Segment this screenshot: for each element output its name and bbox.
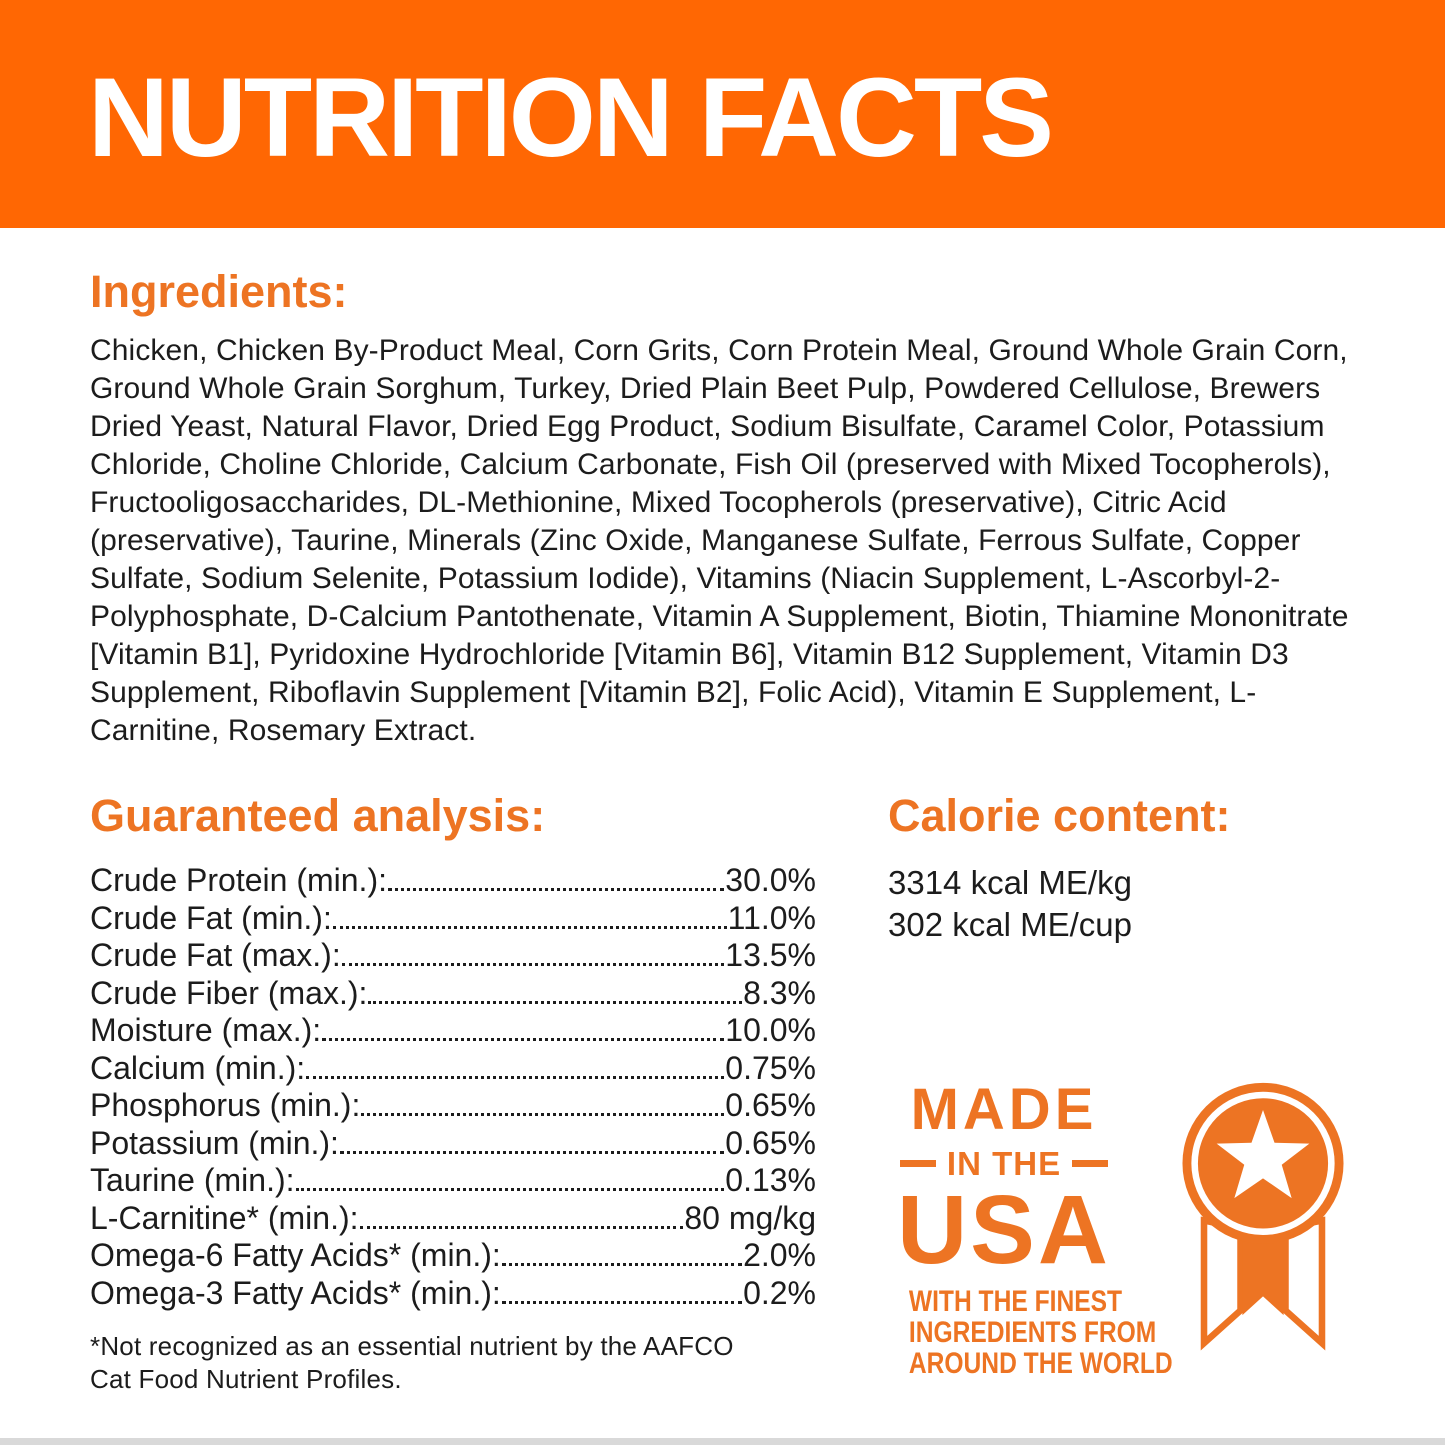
dot-leader <box>387 888 725 891</box>
ribbon-center <box>1242 1231 1284 1316</box>
analysis-value: 8.3% <box>743 974 816 1011</box>
analysis-label: Crude Protein (min.): <box>90 862 387 898</box>
analysis-label: Potassium (min.): <box>90 1124 339 1161</box>
analysis-row: Phosphorus (min.): 0.65% <box>90 1087 816 1125</box>
ingredients-text: Chicken, Chicken By-Product Meal, Corn G… <box>90 334 1349 747</box>
dash-right <box>1072 1160 1109 1167</box>
analysis-label: L-Carnitine* (min.): <box>90 1199 359 1236</box>
made-in-usa-text: MADE IN THE USA WITH THE FINEST INGREDIE… <box>888 1077 1173 1381</box>
ingredients-heading: Ingredients: <box>90 266 348 317</box>
analysis-label: Moisture (max.): <box>90 1012 322 1048</box>
label-content: Ingredients: Chicken, Chicken By-Product… <box>0 266 1445 1396</box>
badge-usa-label: USA <box>897 1175 1111 1284</box>
analysis-label: Calcium (min.): <box>90 1049 306 1086</box>
badge-made-label: MADE <box>910 1077 1098 1142</box>
calorie-lines: 3314 kcal ME/kg 302 kcal ME/cup <box>888 862 1366 946</box>
dash-left <box>899 1160 936 1167</box>
badge-subtext: WITH THE FINEST INGREDIENTS FROM AROUND … <box>888 1285 1173 1381</box>
analysis-label: Taurine (min.): <box>90 1162 295 1198</box>
page-title: NUTRITION FACTS <box>88 54 1054 180</box>
badge-subtext-line: INGREDIENTS FROM <box>908 1316 1157 1350</box>
analysis-label: Crude Fat (min.): <box>90 899 332 936</box>
bottom-edge-strip <box>0 1438 1445 1445</box>
dot-leader <box>332 925 727 929</box>
calorie-content-heading: Calorie content: <box>888 790 1231 841</box>
dot-leader <box>295 1188 725 1191</box>
analysis-value: 13.5% <box>725 937 816 973</box>
analysis-row: Crude Fat (min.): 11.0% <box>90 900 816 938</box>
dot-leader <box>306 1075 725 1079</box>
badge-subtext-line: AROUND THE WORLD <box>908 1347 1173 1381</box>
analysis-value: 0.75% <box>725 1049 816 1086</box>
guaranteed-analysis-heading: Guaranteed analysis: <box>90 790 546 841</box>
analysis-value: 30.0% <box>725 862 816 898</box>
dot-leader <box>501 1263 743 1266</box>
dot-leader <box>341 963 725 966</box>
analysis-row: Omega-3 Fatty Acids* (min.): 0.2% <box>90 1275 816 1313</box>
analysis-label: Omega-6 Fatty Acids* (min.): <box>90 1237 501 1273</box>
analysis-label: Crude Fiber (max.): <box>90 974 368 1011</box>
analysis-value: 80 mg/kg <box>684 1199 816 1236</box>
calorie-content-section: Calorie content: 3314 kcal ME/kg 302 kca… <box>816 790 1366 1396</box>
analysis-row: Potassium (min.): 0.65% <box>90 1125 816 1163</box>
dot-leader <box>339 1150 725 1154</box>
analysis-row: Crude Fiber (max.): 8.3% <box>90 975 816 1013</box>
dot-leader <box>361 1113 725 1116</box>
badge-subtext-line: WITH THE FINEST <box>908 1285 1123 1319</box>
analysis-value: 2.0% <box>743 1237 816 1273</box>
analysis-label: Omega-3 Fatty Acids* (min.): <box>90 1274 501 1311</box>
analysis-row: Taurine (min.): 0.13% <box>90 1162 816 1200</box>
lower-columns: Guaranteed analysis: Crude Protein (min.… <box>90 790 1355 1396</box>
analysis-value: 0.13% <box>725 1162 816 1198</box>
star-icon <box>1216 1110 1310 1199</box>
calorie-line-kg: 3314 kcal ME/kg <box>888 864 1132 901</box>
analysis-label: Phosphorus (min.): <box>90 1087 361 1123</box>
award-ribbon-icon <box>1182 1082 1344 1351</box>
dot-leader <box>359 1225 684 1229</box>
analysis-row: Moisture (max.): 10.0% <box>90 1012 816 1050</box>
analysis-row: Omega-6 Fatty Acids* (min.): 2.0% <box>90 1237 816 1275</box>
dot-leader <box>501 1300 743 1304</box>
analysis-label: Crude Fat (max.): <box>90 937 341 973</box>
analysis-value: 0.65% <box>725 1087 816 1123</box>
made-in-usa-badge: MADE IN THE USA WITH THE FINEST INGREDIE… <box>888 1081 1366 1379</box>
analysis-value: 10.0% <box>725 1012 816 1048</box>
analysis-value: 0.65% <box>725 1124 816 1161</box>
analysis-list: Crude Protein (min.): 30.0% Crude Fat (mi… <box>90 862 816 1312</box>
header-band: NUTRITION FACTS <box>0 0 1445 228</box>
footnote: *Not recognized as an essential nutrient… <box>90 1331 734 1394</box>
badge-in-the-row: IN THE <box>888 1147 1120 1180</box>
analysis-row: Calcium (min.): 0.75% <box>90 1050 816 1088</box>
dot-leader <box>322 1038 725 1041</box>
dot-leader <box>368 1000 743 1004</box>
analysis-value: 11.0% <box>727 899 816 936</box>
calorie-line-cup: 302 kcal ME/cup <box>888 906 1132 943</box>
analysis-row: Crude Fat (max.): 13.5% <box>90 937 816 975</box>
badge-in-the-label: IN THE <box>946 1145 1062 1182</box>
analysis-row: L-Carnitine* (min.): 80 mg/kg <box>90 1200 816 1238</box>
analysis-row: Crude Protein (min.): 30.0% <box>90 862 816 900</box>
guaranteed-analysis-section: Guaranteed analysis: Crude Protein (min.… <box>90 790 816 1396</box>
analysis-value: 0.2% <box>743 1274 816 1311</box>
